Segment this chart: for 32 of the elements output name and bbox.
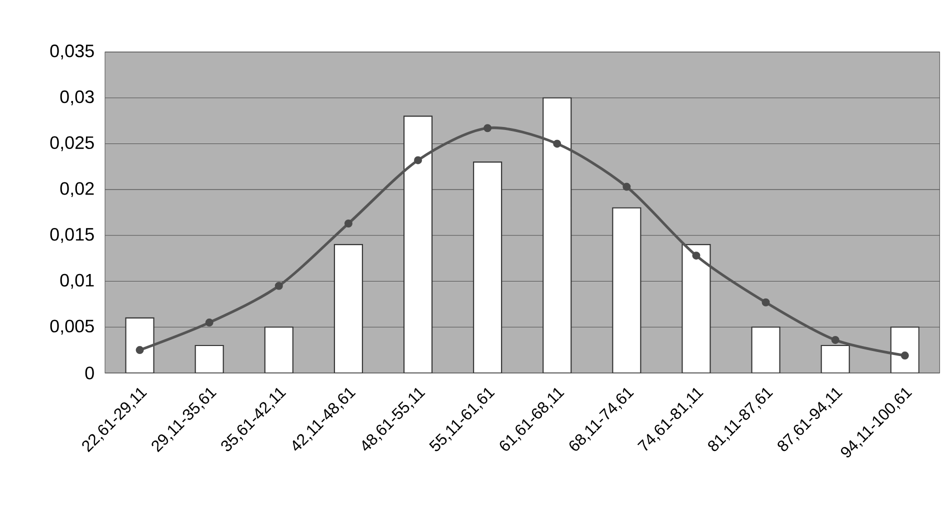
bar bbox=[264, 326, 294, 373]
bar bbox=[890, 326, 920, 373]
bar bbox=[751, 326, 780, 373]
point bbox=[622, 182, 631, 191]
y-tick-label: 0,005 bbox=[50, 320, 94, 335]
point bbox=[205, 318, 214, 327]
bar bbox=[403, 116, 433, 373]
bar bbox=[125, 317, 154, 373]
point bbox=[136, 346, 144, 354]
bar bbox=[682, 244, 711, 373]
point bbox=[414, 156, 422, 164]
bar bbox=[334, 244, 363, 373]
point bbox=[900, 352, 909, 360]
point bbox=[692, 252, 700, 260]
y-tick-label: 0,03 bbox=[60, 90, 94, 106]
y-tick-label: 0,025 bbox=[50, 136, 94, 152]
point bbox=[831, 336, 840, 344]
y-tick-label: 0,01 bbox=[60, 274, 94, 289]
y-tick-label: 0,015 bbox=[50, 228, 94, 243]
point bbox=[274, 282, 283, 290]
bar bbox=[542, 97, 572, 373]
y-tick-label: 0,035 bbox=[50, 44, 94, 60]
y-tick-label: 0,02 bbox=[60, 182, 94, 197]
point bbox=[484, 124, 492, 132]
y-tick-label: 0 bbox=[85, 366, 94, 380]
point bbox=[762, 298, 770, 306]
bar bbox=[194, 344, 224, 373]
point bbox=[344, 219, 352, 228]
bar bbox=[612, 207, 642, 373]
point bbox=[553, 140, 562, 148]
bar bbox=[820, 344, 850, 373]
bar bbox=[473, 162, 502, 373]
